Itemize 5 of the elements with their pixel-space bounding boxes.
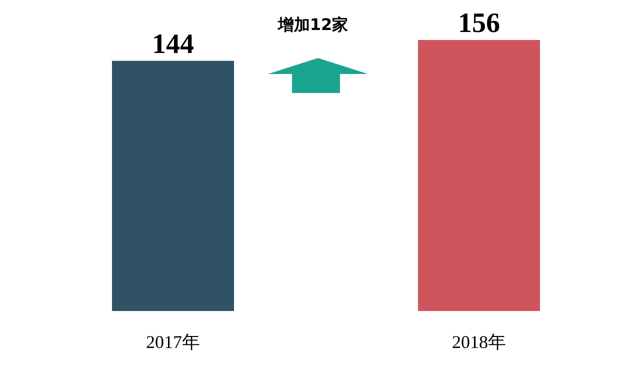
x-tick-label: 2018年 bbox=[452, 332, 506, 352]
data-label: 156 bbox=[458, 8, 500, 39]
text: 增加12家 bbox=[276, 15, 348, 34]
data-label: 144 bbox=[152, 28, 194, 60]
x-tick-label: 2017年 bbox=[146, 332, 200, 352]
